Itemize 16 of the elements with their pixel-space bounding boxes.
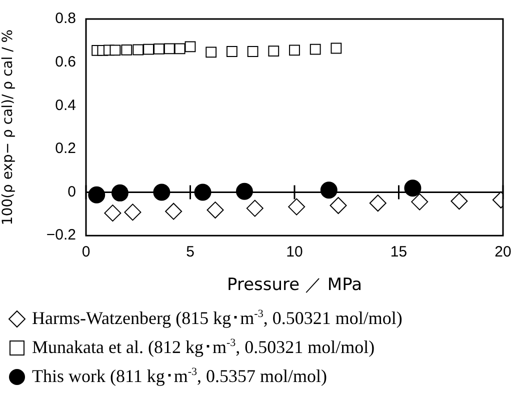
y-tick-label: 0.4	[55, 96, 76, 114]
x-tick-label: 10	[286, 244, 303, 261]
y-tick-label: 0.2	[55, 140, 76, 158]
x-axis-title: Pressure ／ MPa	[227, 275, 362, 296]
x-tick-label: 0	[82, 244, 90, 261]
legend-label: Munakata et al. (812 kg･m$^{-3}$, 0.50321 mol/mol)	[32, 337, 375, 358]
y-tick-label: 0.6	[55, 53, 76, 70]
y-tick-label: 0.8	[55, 10, 76, 28]
x-tick-label: 20	[494, 244, 512, 261]
y-tick-label: 0	[68, 183, 76, 200]
y-axis-title: 100(ρ exp− ρ cal)/ ρ cal / %	[0, 29, 16, 226]
x-tick-label: 15	[390, 244, 408, 261]
x-tick-label: 5	[186, 244, 194, 261]
y-tick-label: −0.2	[46, 226, 76, 244]
legend-label: This work (811 kg･m$^{-3}$, 0.5357 mol/mol)	[32, 366, 327, 387]
legend-label: Harms-Watzenberg (815 kg･m$^{-3}$, 0.50321 mol/mol)	[32, 308, 402, 329]
